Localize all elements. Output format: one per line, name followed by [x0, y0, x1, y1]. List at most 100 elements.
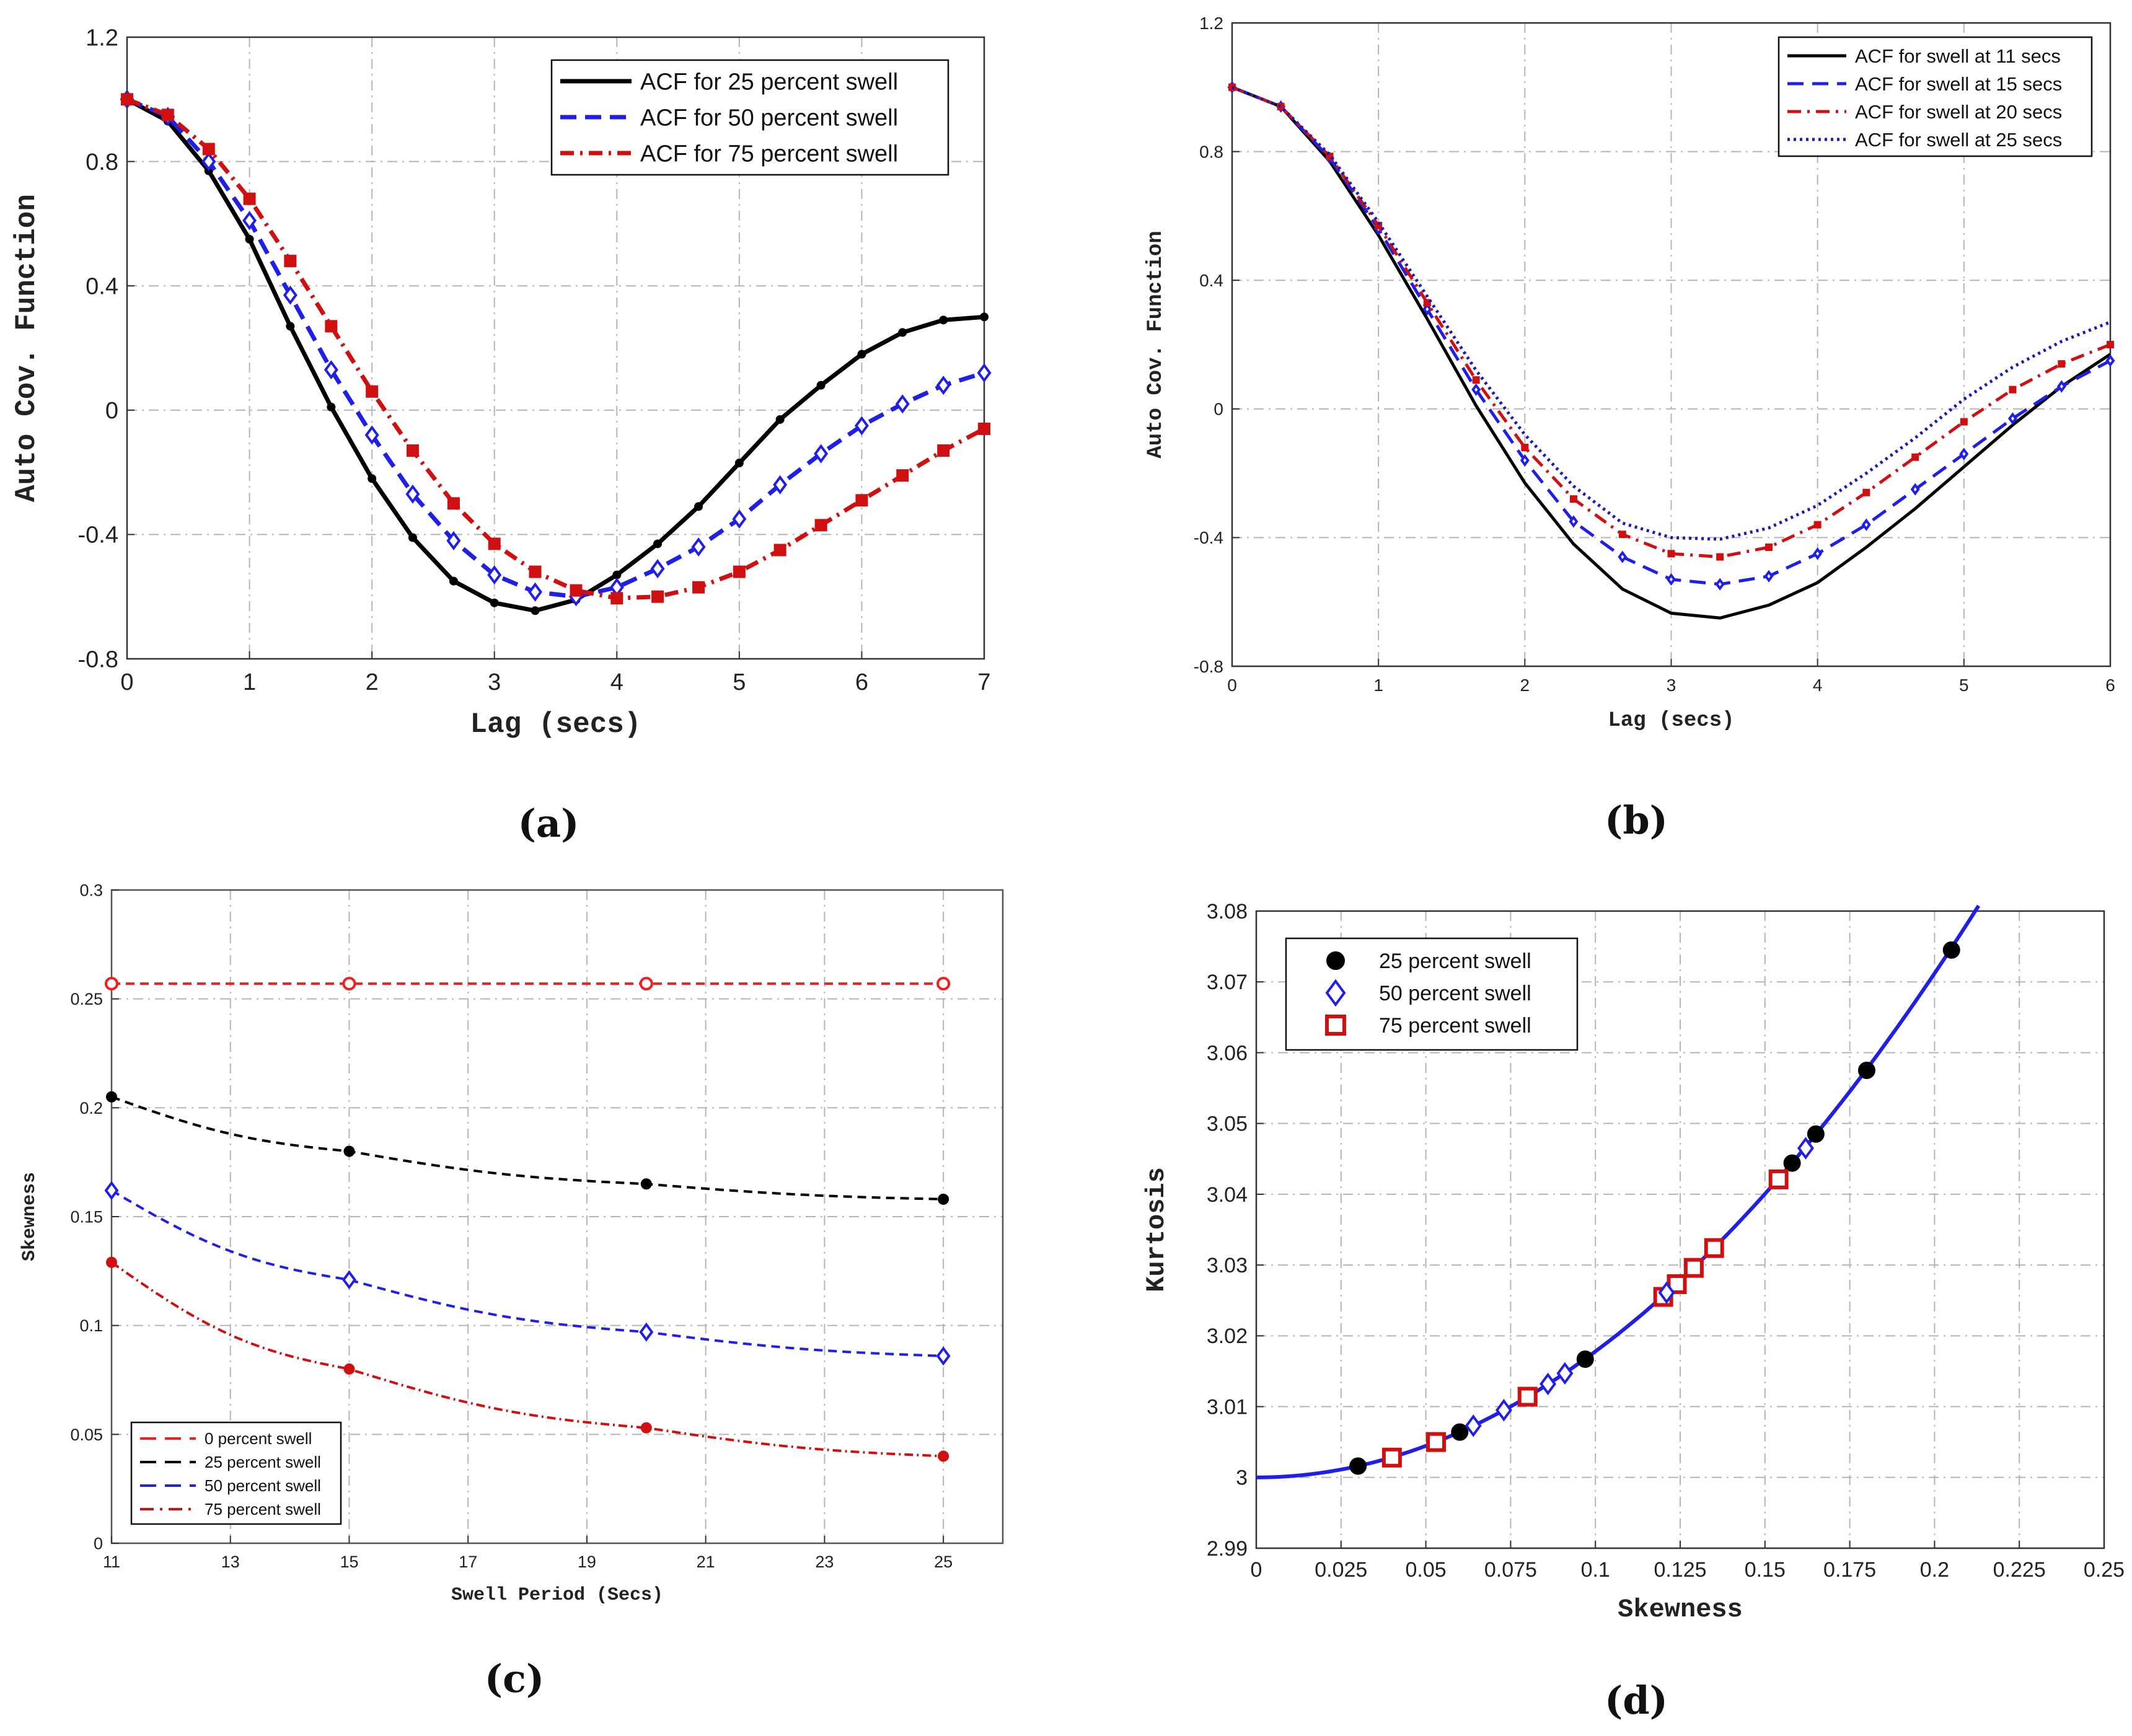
chart-d: 00.0250.050.0750.10.1250.150.1750.20.225… — [1142, 900, 2125, 1624]
x-tick-label-c-1: 13 — [221, 1553, 240, 1571]
data-point-c-3-2 — [641, 1423, 651, 1433]
panel-label-d: (d) — [1605, 1678, 1668, 1723]
chart-c: 111315171921232500.050.10.150.20.250.3Sw… — [19, 881, 1003, 1606]
data-point-b-1-6 — [1522, 456, 1528, 465]
data-point-a-2-2 — [203, 144, 214, 155]
data-point-d-2-5 — [1686, 1260, 1702, 1276]
data-point-a-2-9 — [489, 538, 500, 549]
x-tick-label-d-8: 0.2 — [1920, 1558, 1949, 1582]
data-point-d-1-0 — [1466, 1417, 1480, 1435]
data-point-d-0-6 — [1859, 1062, 1875, 1078]
x-tick-label-c-3: 17 — [459, 1553, 477, 1571]
y-tick-label-b-5: 1.2 — [1199, 14, 1223, 33]
data-point-b-1-5 — [1473, 386, 1479, 394]
data-point-a-2-8 — [448, 498, 459, 509]
legend-label-a-1: ACF for 50 percent swell — [640, 105, 898, 131]
y-axis-label-d: Kurtosis — [1142, 1167, 1171, 1292]
data-point-c-3-0 — [107, 1258, 117, 1267]
data-point-a-2-16 — [775, 544, 786, 555]
data-point-a-0-21 — [980, 313, 988, 320]
data-point-a-1-14 — [693, 539, 704, 554]
data-point-a-1-21 — [979, 365, 990, 380]
legend-label-b-3: ACF for swell at 25 secs — [1855, 129, 2062, 151]
data-point-a-0-16 — [777, 416, 784, 423]
data-point-a-2-1 — [162, 109, 174, 120]
legend-label-d-2: 75 percent swell — [1379, 1014, 1531, 1038]
data-point-c-1-2 — [641, 1179, 651, 1189]
data-point-a-0-19 — [899, 328, 906, 336]
data-point-b-2-13 — [1863, 490, 1869, 496]
legend-label-b-1: ACF for swell at 15 secs — [1855, 73, 2062, 95]
y-tick-label-a-4: 0.8 — [86, 149, 118, 175]
data-point-c-2-3 — [938, 1349, 949, 1364]
legend-label-c-1: 25 percent swell — [205, 1453, 321, 1471]
data-point-a-2-18 — [856, 495, 867, 506]
data-point-b-2-6 — [1522, 444, 1528, 451]
y-axis-label-b: Auto Cov. Function — [1144, 231, 1168, 458]
y-tick-label-d-3: 3.02 — [1207, 1324, 1248, 1348]
data-point-b-1-9 — [1668, 575, 1675, 584]
data-point-d-2-7 — [1771, 1171, 1787, 1187]
data-point-c-2-0 — [106, 1183, 117, 1198]
y-tick-label-b-3: 0.4 — [1199, 271, 1223, 290]
x-tick-label-c-0: 11 — [103, 1553, 120, 1571]
data-point-b-2-8 — [1619, 531, 1626, 537]
x-axis-label-b: Lag (secs) — [1608, 709, 1734, 733]
data-point-b-1-11 — [1766, 572, 1772, 581]
x-tick-label-b-4: 4 — [1813, 676, 1823, 695]
data-point-a-1-19 — [897, 397, 908, 412]
y-tick-label-c-1: 0.05 — [70, 1425, 103, 1444]
y-tick-label-c-3: 0.15 — [70, 1207, 103, 1226]
data-point-a-0-10 — [532, 607, 539, 614]
x-tick-label-d-10: 0.25 — [2084, 1558, 2125, 1582]
data-point-a-0-18 — [858, 351, 865, 358]
data-point-b-1-12 — [1815, 550, 1821, 558]
data-point-b-1-8 — [1619, 553, 1626, 562]
x-tick-label-b-5: 5 — [1959, 676, 1969, 695]
data-point-b-2-9 — [1668, 550, 1675, 557]
chart-b: 0123456-0.8-0.400.40.81.2Lag (secs)Auto … — [1144, 14, 2115, 733]
x-tick-label-a-1: 1 — [243, 669, 256, 695]
y-tick-label-c-4: 0.2 — [79, 1099, 103, 1117]
x-tick-label-c-4: 19 — [578, 1553, 596, 1571]
y-tick-label-c-0: 0 — [94, 1534, 103, 1553]
legend-label-d-0: 25 percent swell — [1379, 950, 1531, 973]
y-tick-label-a-5: 1.2 — [86, 25, 118, 51]
y-tick-label-c-6: 0.3 — [79, 881, 103, 899]
data-point-a-2-7 — [407, 445, 418, 456]
legend-label-c-3: 75 percent swell — [205, 1500, 321, 1518]
data-point-d-0-5 — [1808, 1126, 1824, 1142]
y-tick-label-d-4: 3.03 — [1207, 1254, 1248, 1277]
data-point-a-2-6 — [366, 386, 377, 397]
data-point-a-0-15 — [736, 459, 743, 467]
data-point-a-1-10 — [530, 584, 541, 599]
legend-label-c-2: 50 percent swell — [205, 1476, 321, 1495]
data-point-c-1-1 — [344, 1147, 354, 1157]
legend-marker-d-2 — [1327, 1016, 1344, 1034]
y-tick-label-b-2: 0 — [1214, 400, 1223, 419]
y-axis-label-a: Auto Cov. Function — [11, 194, 43, 502]
panel-label-b: (b) — [1605, 798, 1668, 843]
data-point-d-1-2 — [1541, 1375, 1555, 1393]
x-tick-label-c-6: 23 — [815, 1553, 834, 1571]
data-point-b-2-18 — [2107, 341, 2113, 348]
x-tick-label-c-7: 25 — [934, 1553, 953, 1571]
data-point-a-2-12 — [611, 593, 622, 604]
data-point-a-0-20 — [940, 316, 947, 324]
data-point-b-2-16 — [2009, 387, 2015, 393]
data-point-a-2-19 — [897, 470, 908, 481]
data-point-a-2-14 — [693, 582, 704, 593]
data-point-a-0-9 — [491, 599, 498, 607]
data-point-a-2-10 — [530, 566, 541, 578]
data-point-a-0-17 — [817, 382, 825, 389]
y-tick-label-a-1: -0.4 — [78, 522, 118, 549]
data-point-a-2-15 — [734, 566, 745, 578]
x-tick-label-d-4: 0.1 — [1581, 1558, 1610, 1582]
data-point-b-1-10 — [1717, 580, 1723, 589]
data-point-a-0-5 — [327, 403, 335, 411]
data-point-d-0-4 — [1784, 1155, 1800, 1171]
data-point-a-2-17 — [816, 519, 827, 531]
data-point-c-2-2 — [641, 1324, 652, 1339]
data-point-a-0-3 — [246, 236, 253, 243]
data-point-d-2-2 — [1520, 1389, 1536, 1405]
